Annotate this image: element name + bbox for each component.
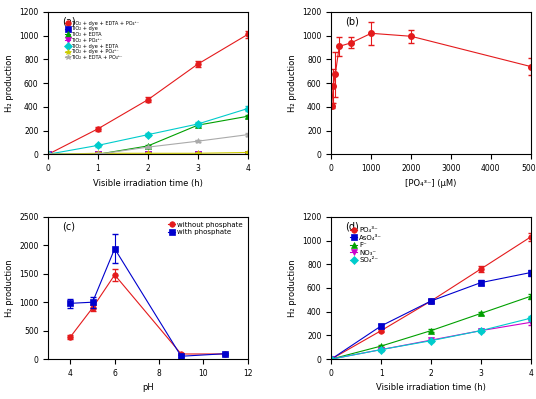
TiO₂ + dye + PO₄³⁻ xyxy=(195,151,201,156)
without phosphate xyxy=(178,352,184,356)
TiO₂ + dye + EDTA + PO₄³⁻ xyxy=(195,62,201,67)
Text: (b): (b) xyxy=(345,16,359,26)
AsO₄³⁻ xyxy=(478,280,484,285)
Line: AsO₄³⁻: AsO₄³⁻ xyxy=(329,270,533,362)
Legend: TiO₂ + dye + EDTA + PO₄³⁻, TiO₂ + dye, TiO₂ + EDTA, TiO₂ + PO₄³⁻, TiO₂ + dye + E: TiO₂ + dye + EDTA + PO₄³⁻, TiO₂ + dye, T… xyxy=(65,20,140,61)
SO₄²⁻ xyxy=(428,338,434,343)
SO₄²⁻ xyxy=(378,347,384,352)
Legend: PO₄³⁻, AsO₄³⁻, F⁻, NO₃⁻, SO₄²⁻: PO₄³⁻, AsO₄³⁻, F⁻, NO₃⁻, SO₄²⁻ xyxy=(349,226,384,264)
AsO₄³⁻ xyxy=(527,270,534,275)
Text: (c): (c) xyxy=(62,221,75,231)
F⁻ xyxy=(428,328,434,333)
Line: TiO₂ + EDTA: TiO₂ + EDTA xyxy=(46,114,250,157)
TiO₂ + dye + PO₄³⁻ xyxy=(244,150,251,155)
X-axis label: Visible irradiation time (h): Visible irradiation time (h) xyxy=(376,383,486,392)
TiO₂ + dye + EDTA xyxy=(145,132,151,137)
TiO₂ + EDTA + PO₄³⁻ xyxy=(45,152,51,157)
without phosphate xyxy=(111,273,118,277)
TiO₂ + EDTA + PO₄³⁻ xyxy=(95,152,101,157)
SO₄²⁻ xyxy=(527,316,534,320)
TiO₂ + dye + EDTA xyxy=(195,122,201,126)
SO₄²⁻ xyxy=(478,328,484,333)
with phosphate xyxy=(67,301,73,306)
TiO₂ + EDTA + PO₄³⁻ xyxy=(195,139,201,144)
X-axis label: [PO₄³⁻] (μM): [PO₄³⁻] (μM) xyxy=(405,178,457,188)
TiO₂ + dye xyxy=(244,152,251,157)
NO₃⁻ xyxy=(478,328,484,333)
Line: SO₄²⁻: SO₄²⁻ xyxy=(329,316,533,362)
TiO₂ + PO₄³⁻ xyxy=(45,152,51,157)
Line: TiO₂ + dye + EDTA: TiO₂ + dye + EDTA xyxy=(46,106,250,157)
Text: (a): (a) xyxy=(62,16,76,26)
AsO₄³⁻ xyxy=(428,298,434,303)
Line: with phosphate: with phosphate xyxy=(68,246,228,359)
Text: (d): (d) xyxy=(345,221,359,231)
TiO₂ + dye xyxy=(195,152,201,157)
without phosphate xyxy=(222,352,229,356)
PO₄³⁻ xyxy=(527,235,534,239)
TiO₂ + dye + PO₄³⁻ xyxy=(95,151,101,156)
Line: without phosphate: without phosphate xyxy=(68,272,228,357)
PO₄³⁻ xyxy=(378,328,384,333)
TiO₂ + dye + EDTA + PO₄³⁻ xyxy=(244,32,251,37)
SO₄²⁻ xyxy=(328,357,334,361)
with phosphate xyxy=(111,246,118,251)
Line: PO₄³⁻: PO₄³⁻ xyxy=(329,234,533,362)
with phosphate xyxy=(178,354,184,359)
TiO₂ + dye + EDTA + PO₄³⁻ xyxy=(45,152,51,157)
TiO₂ + EDTA + PO₄³⁻ xyxy=(145,145,151,150)
AsO₄³⁻ xyxy=(378,324,384,328)
TiO₂ + dye + EDTA xyxy=(244,106,251,111)
Y-axis label: H₂ production: H₂ production xyxy=(5,54,13,112)
TiO₂ + dye xyxy=(95,152,101,157)
TiO₂ + dye + EDTA xyxy=(95,143,101,148)
X-axis label: pH: pH xyxy=(142,383,154,392)
with phosphate xyxy=(90,300,96,304)
TiO₂ + dye + PO₄³⁻ xyxy=(45,152,51,157)
Line: TiO₂ + EDTA + PO₄³⁻: TiO₂ + EDTA + PO₄³⁻ xyxy=(46,132,250,157)
TiO₂ + dye + EDTA xyxy=(45,152,51,157)
TiO₂ + EDTA + PO₄³⁻ xyxy=(244,132,251,137)
TiO₂ + EDTA xyxy=(45,152,51,157)
with phosphate xyxy=(222,351,229,356)
F⁻ xyxy=(478,311,484,316)
PO₄³⁻ xyxy=(478,267,484,271)
AsO₄³⁻ xyxy=(328,357,334,361)
F⁻ xyxy=(378,344,384,348)
F⁻ xyxy=(328,357,334,361)
NO₃⁻ xyxy=(378,347,384,352)
TiO₂ + dye + EDTA + PO₄³⁻ xyxy=(145,97,151,102)
TiO₂ + EDTA xyxy=(244,114,251,119)
TiO₂ + PO₄³⁻ xyxy=(244,152,251,157)
TiO₂ + EDTA xyxy=(95,152,101,157)
Line: TiO₂ + dye + PO₄³⁻: TiO₂ + dye + PO₄³⁻ xyxy=(46,150,250,157)
Line: TiO₂ + PO₄³⁻: TiO₂ + PO₄³⁻ xyxy=(46,152,250,157)
PO₄³⁻ xyxy=(428,298,434,303)
TiO₂ + dye xyxy=(145,152,151,157)
TiO₂ + EDTA xyxy=(145,144,151,148)
X-axis label: Visible irradiation time (h): Visible irradiation time (h) xyxy=(93,178,203,188)
TiO₂ + PO₄³⁻ xyxy=(95,152,101,157)
Y-axis label: H₂ production: H₂ production xyxy=(5,259,13,317)
without phosphate xyxy=(67,334,73,339)
NO₃⁻ xyxy=(328,357,334,361)
Line: TiO₂ + dye + EDTA + PO₄³⁻: TiO₂ + dye + EDTA + PO₄³⁻ xyxy=(46,32,250,157)
TiO₂ + EDTA xyxy=(195,123,201,128)
Line: NO₃⁻: NO₃⁻ xyxy=(329,320,533,362)
TiO₂ + dye + PO₄³⁻ xyxy=(145,151,151,156)
without phosphate xyxy=(90,306,96,310)
TiO₂ + PO₄³⁻ xyxy=(145,152,151,157)
TiO₂ + dye xyxy=(45,152,51,157)
Line: F⁻: F⁻ xyxy=(329,294,533,362)
Y-axis label: H₂ production: H₂ production xyxy=(288,259,296,317)
NO₃⁻ xyxy=(428,338,434,342)
TiO₂ + dye + EDTA + PO₄³⁻ xyxy=(95,126,101,131)
PO₄³⁻ xyxy=(328,357,334,361)
TiO₂ + PO₄³⁻ xyxy=(195,152,201,157)
Line: TiO₂ + dye: TiO₂ + dye xyxy=(46,152,250,157)
Legend: without phosphate, with phosphate: without phosphate, with phosphate xyxy=(167,220,244,237)
Y-axis label: H₂ production: H₂ production xyxy=(288,54,296,112)
F⁻ xyxy=(527,294,534,299)
NO₃⁻ xyxy=(527,320,534,325)
